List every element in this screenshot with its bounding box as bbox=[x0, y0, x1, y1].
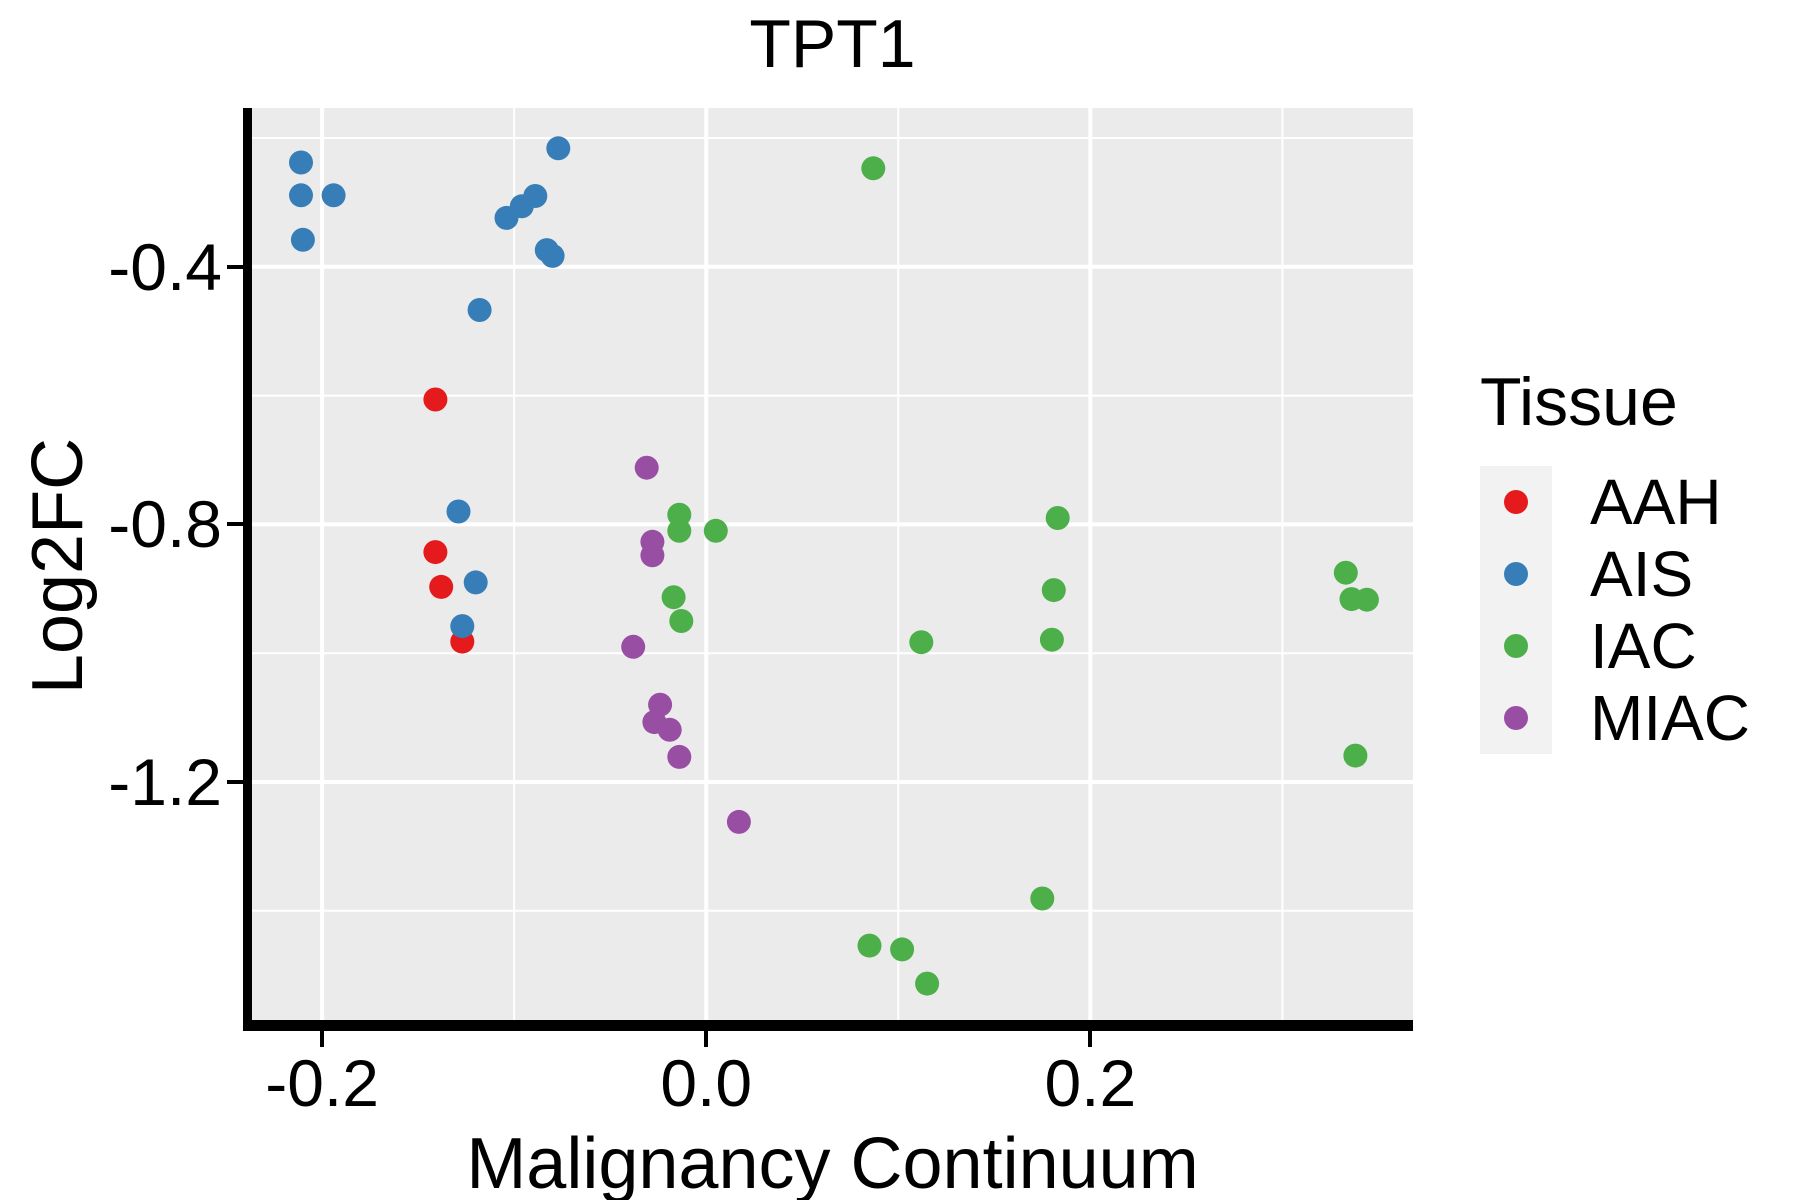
legend-item-label: IAC bbox=[1590, 610, 1697, 682]
legend-item-iac: IAC bbox=[1480, 610, 1750, 682]
x-tick-label: 0.2 bbox=[1044, 1046, 1137, 1120]
data-point-ais bbox=[467, 298, 492, 322]
data-point-iac bbox=[861, 156, 886, 181]
plot-area-svg bbox=[252, 108, 1413, 1020]
data-point-iac bbox=[1041, 578, 1066, 603]
data-point-iac bbox=[1354, 587, 1379, 612]
legend-dot-icon bbox=[1504, 562, 1528, 586]
legend-key bbox=[1480, 466, 1552, 538]
data-point-iac bbox=[667, 518, 692, 543]
legend-item-aah: AAH bbox=[1480, 466, 1750, 538]
data-point-iac bbox=[915, 971, 940, 996]
data-point-ais bbox=[289, 150, 313, 175]
legend-item-miac: MIAC bbox=[1480, 682, 1750, 754]
legend-dot-icon bbox=[1504, 490, 1528, 514]
data-point-miac bbox=[667, 744, 692, 769]
data-point-ais bbox=[546, 136, 571, 161]
data-point-miac bbox=[634, 455, 659, 480]
x-axis-title: Malignancy Continuum bbox=[466, 1124, 1199, 1200]
y-axis-line bbox=[243, 108, 252, 1031]
data-point-ais bbox=[523, 184, 548, 208]
data-point-iac bbox=[669, 609, 694, 633]
data-point-ais bbox=[446, 499, 471, 524]
legend-title: Tissue bbox=[1480, 364, 1678, 440]
plot-title: TPT1 bbox=[749, 6, 916, 82]
legend-key bbox=[1480, 538, 1552, 610]
data-point-ais bbox=[321, 183, 346, 208]
data-point-miac bbox=[640, 543, 665, 568]
legend-item-label: MIAC bbox=[1590, 682, 1750, 754]
y-tick-label: -1.2 bbox=[108, 744, 222, 819]
data-point-ais bbox=[540, 243, 565, 268]
legend-items: AAH AIS IAC MIAC bbox=[1480, 466, 1750, 754]
data-point-iac bbox=[909, 630, 934, 655]
y-tick-mark bbox=[227, 779, 243, 784]
data-point-miac bbox=[657, 717, 682, 742]
data-point-aah bbox=[429, 574, 454, 599]
legend-key bbox=[1480, 682, 1552, 754]
y-tick-mark bbox=[227, 522, 243, 527]
data-point-ais bbox=[463, 570, 488, 595]
legend-item-ais: AIS bbox=[1480, 538, 1750, 610]
x-tick-mark bbox=[1088, 1031, 1093, 1047]
data-point-iac bbox=[1039, 627, 1064, 652]
legend-dot-icon bbox=[1504, 634, 1528, 658]
legend-dot-icon bbox=[1504, 706, 1528, 730]
data-point-ais bbox=[290, 227, 315, 252]
y-tick-mark bbox=[227, 264, 243, 269]
data-point-iac bbox=[1045, 506, 1070, 530]
data-point-iac bbox=[857, 933, 882, 958]
data-point-iac bbox=[1030, 886, 1055, 911]
x-tick-label: -0.2 bbox=[265, 1046, 379, 1120]
legend-key bbox=[1480, 610, 1552, 682]
plot-panel bbox=[252, 108, 1413, 1020]
data-point-ais bbox=[450, 614, 475, 639]
legend: Tissue AAH AIS IAC bbox=[1480, 368, 1750, 754]
data-point-iac bbox=[1343, 743, 1368, 768]
x-tick-mark bbox=[320, 1031, 325, 1047]
y-tick-label: -0.4 bbox=[108, 229, 222, 304]
x-tick-mark bbox=[704, 1031, 709, 1047]
legend-item-label: AIS bbox=[1590, 538, 1694, 610]
x-axis-line bbox=[243, 1020, 1413, 1031]
y-axis-title: Log2FC bbox=[18, 437, 98, 695]
data-point-aah bbox=[423, 387, 448, 412]
data-point-aah bbox=[423, 540, 448, 565]
data-point-iac bbox=[703, 518, 728, 543]
data-point-ais bbox=[289, 183, 313, 208]
data-point-iac bbox=[661, 585, 686, 610]
legend-item-label: AAH bbox=[1590, 466, 1722, 538]
data-point-iac bbox=[1333, 560, 1358, 585]
data-point-iac bbox=[890, 937, 915, 962]
data-point-miac bbox=[621, 634, 646, 659]
y-tick-label: -0.8 bbox=[108, 487, 222, 562]
x-tick-label: 0.0 bbox=[660, 1046, 753, 1120]
data-point-miac bbox=[726, 809, 751, 834]
